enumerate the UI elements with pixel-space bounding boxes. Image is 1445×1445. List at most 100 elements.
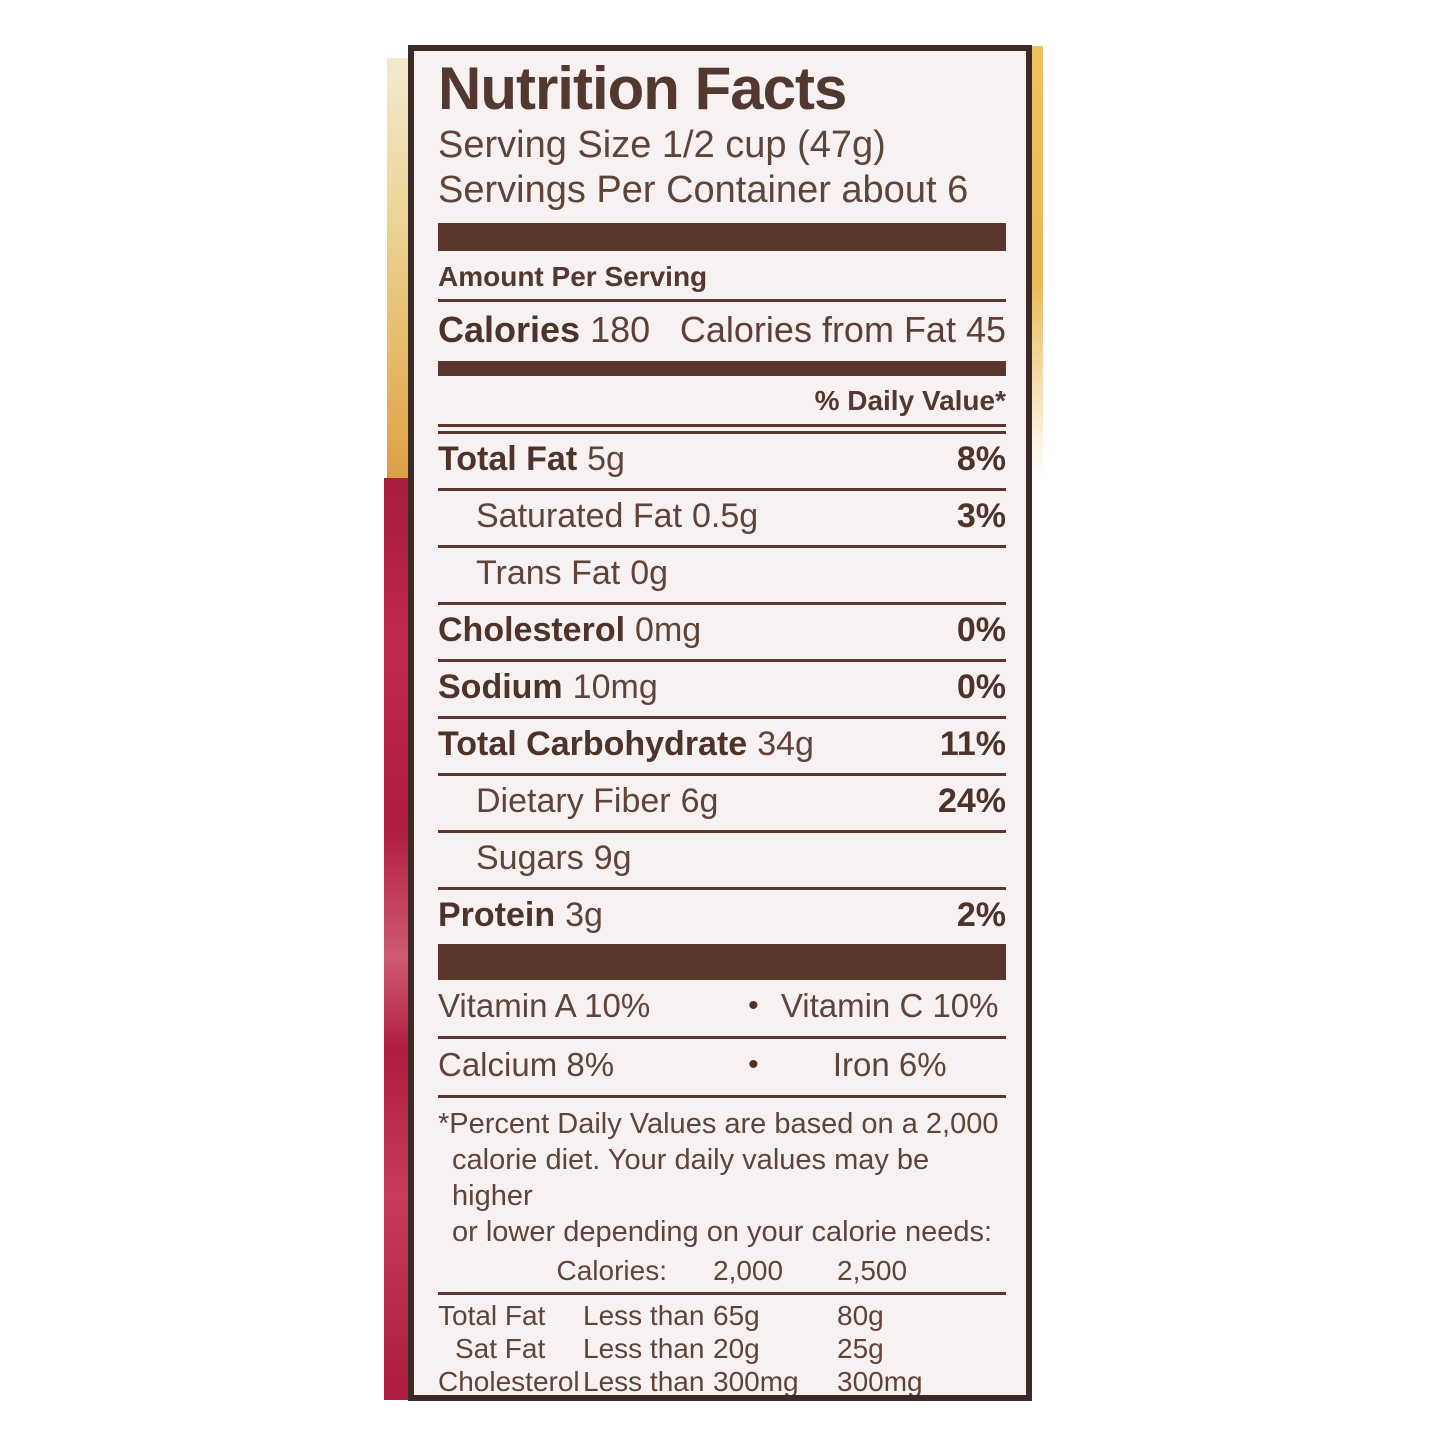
separator-bar-medium <box>438 361 1006 376</box>
row-2000-value: 65g <box>713 1300 760 1331</box>
nutrient-dv: 3% <box>956 497 1006 535</box>
calories-row: Calories 180 Calories from Fat 45 <box>438 302 1006 357</box>
nutrient-amount: 10mg <box>572 668 658 706</box>
table-row-sodium: Sodium Less than 2,400mg 2,400mg <box>438 1398 1006 1401</box>
calories-value: 180 <box>590 309 651 350</box>
nutrient-name: Saturated Fat <box>476 497 683 535</box>
nutrient-amount: 0g <box>630 554 669 592</box>
hairline <box>438 431 1006 434</box>
row-2500-value: 2,400mg <box>837 1398 1006 1401</box>
nutrient-amount: 6g <box>680 782 719 820</box>
row-qualifier: Less than <box>583 1333 705 1364</box>
header-2500: 2,500 <box>837 1255 908 1286</box>
row-label: Sat Fat <box>455 1333 546 1364</box>
table-row-total-fat: Total Fat Less than 65g 80g <box>438 1299 1006 1332</box>
nutrient-amount: 34g <box>757 725 814 763</box>
nutrient-name: Dietary Fiber <box>476 782 671 820</box>
vitamin-row-2: Calcium 8% • Iron 6% <box>438 1039 1006 1091</box>
package-yellow-strip-left <box>387 58 412 498</box>
hairline <box>438 659 1006 662</box>
nutrient-name: Sodium <box>438 668 563 706</box>
row-label: Total Fat <box>438 1300 546 1331</box>
reference-table-header: Calories: 2,000 2,500 <box>438 1254 1006 1287</box>
hairline <box>438 545 1006 548</box>
nutrient-row-protein: Protein 3g 2% <box>438 890 1006 940</box>
row-2500-value: 25g <box>837 1333 884 1364</box>
nutrient-amount: 3g <box>565 896 603 934</box>
nutrient-dv: 0% <box>956 611 1006 649</box>
row-label: Cholesterol <box>438 1366 580 1397</box>
row-qualifier: Less than <box>583 1398 713 1401</box>
hairline <box>438 773 1006 776</box>
row-qualifier: Less than <box>583 1366 705 1397</box>
footnote-line: *Percent Daily Values are based on a 2,0… <box>438 1108 999 1140</box>
hairline <box>438 830 1006 833</box>
row-2500-value: 80g <box>837 1300 884 1331</box>
footnote-line: or lower depending on your calorie needs… <box>452 1216 993 1248</box>
hairline <box>438 488 1006 491</box>
separator-bar-big <box>438 944 1006 980</box>
nutrient-name: Sugars <box>476 839 584 877</box>
row-label: Sodium <box>438 1398 583 1401</box>
amount-per-serving: Amount Per Serving <box>438 261 708 292</box>
vitamin-c: Vitamin C 10% <box>780 987 999 1024</box>
calories: Calories 180 <box>438 309 650 351</box>
iron: Iron 6% <box>832 1046 947 1083</box>
reference-table: Calories: 2,000 2,500 Total Fat Less tha… <box>438 1254 1006 1401</box>
nutrient-name: Trans Fat <box>476 554 621 592</box>
nutrient-dv: 0% <box>956 668 1006 706</box>
footnote: *Percent Daily Values are based on a 2,0… <box>438 1106 1006 1250</box>
table-row-cholesterol: Cholesterol Less than 300mg 300mg <box>438 1365 1006 1397</box>
serving-size: Serving Size 1/2 cup (47g) <box>438 124 886 166</box>
nutrient-name: Total Fat <box>438 440 578 478</box>
hairline <box>438 424 1006 427</box>
calories-from-fat: Calories from Fat 45 <box>679 309 1006 350</box>
row-2000-value: 2,400mg <box>713 1398 837 1401</box>
nutrient-row-cholesterol: Cholesterol 0mg 0% <box>438 605 1006 655</box>
nutrient-row-dietary-fiber: Dietary Fiber 6g 24% <box>438 776 1006 826</box>
vitamin-a: Vitamin A 10% <box>438 987 651 1024</box>
label-title: Nutrition Facts <box>438 55 847 122</box>
header-2000: 2,000 <box>713 1255 784 1286</box>
nutrient-amount: 5g <box>587 440 625 478</box>
nutrient-dv: 24% <box>937 782 1006 820</box>
footnote-line: calorie diet. Your daily values may be h… <box>452 1144 930 1212</box>
nutrient-amount: 0.5g <box>692 497 759 535</box>
hairline <box>438 716 1006 719</box>
nutrient-dv: 2% <box>956 896 1006 934</box>
nutrient-dv: 11% <box>939 725 1006 763</box>
hairline <box>438 602 1006 605</box>
row-2500-value: 300mg <box>837 1366 923 1397</box>
row-2000-value: 20g <box>713 1333 760 1364</box>
servings-per-container: Servings Per Container about 6 <box>438 169 969 211</box>
daily-value-header: % Daily Value* <box>814 385 1006 416</box>
nutrient-amount: 9g <box>593 839 632 877</box>
calcium: Calcium 8% <box>438 1046 615 1083</box>
nutrient-dv: 8% <box>956 440 1006 478</box>
nutrition-facts-label: Nutrition Facts Serving Size 1/2 cup (47… <box>408 45 1032 1401</box>
nutrient-row-sugars: Sugars 9g <box>438 833 1006 883</box>
bullet-icon: • <box>748 989 759 1022</box>
hairline <box>438 1095 1006 1098</box>
table-row-sat-fat: Sat Fat Less than 20g 25g <box>438 1332 1006 1365</box>
hairline <box>438 1036 1006 1039</box>
separator-bar-thick <box>438 223 1006 251</box>
hairline <box>438 1292 1006 1295</box>
nutrient-name: Cholesterol <box>438 611 626 649</box>
nutrient-name: Protein <box>438 896 556 934</box>
bullet-icon: • <box>748 1048 759 1081</box>
nutrient-row-total-carbohydrate: Total Carbohydrate 34g 11% <box>438 719 1006 769</box>
vitamin-row-1: Vitamin A 10% • Vitamin C 10% <box>438 980 1006 1032</box>
nutrient-row-total-fat: Total Fat 5g 8% <box>438 434 1006 484</box>
nutrient-name: Total Carbohydrate <box>438 725 748 763</box>
header-calories: Calories: <box>556 1255 667 1286</box>
row-qualifier: Less than <box>583 1300 705 1331</box>
hairline <box>438 299 1006 302</box>
nutrient-row-saturated-fat: Saturated Fat 0.5g 3% <box>438 491 1006 541</box>
hairline <box>438 887 1006 890</box>
nutrient-row-trans-fat: Trans Fat 0g <box>438 548 1006 598</box>
row-2000-value: 300mg <box>713 1366 799 1397</box>
nutrient-row-sodium: Sodium 10mg 0% <box>438 662 1006 712</box>
nutrient-amount: 0mg <box>635 611 702 649</box>
